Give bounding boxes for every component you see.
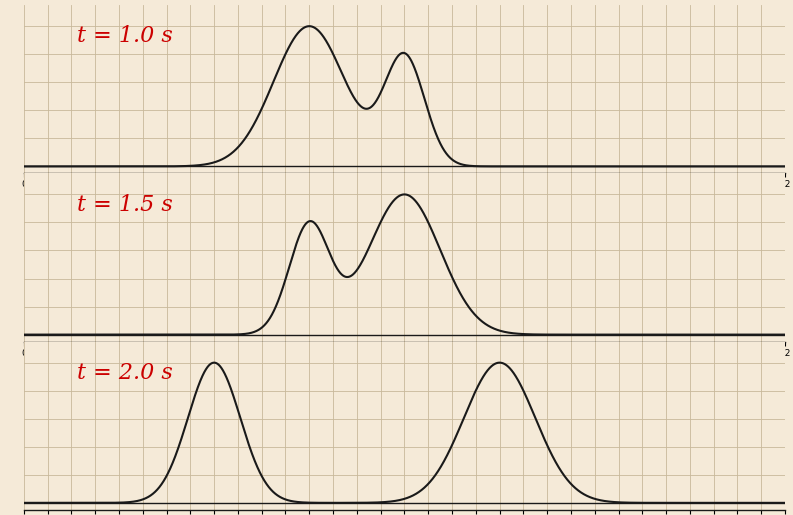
X-axis label: distance (cm): distance (cm)	[371, 360, 438, 370]
Text: t = 2.0 s: t = 2.0 s	[77, 362, 173, 384]
Text: t = 1.5 s: t = 1.5 s	[77, 194, 173, 216]
X-axis label: distance (cm): distance (cm)	[371, 192, 438, 202]
Text: t = 1.0 s: t = 1.0 s	[77, 25, 173, 47]
